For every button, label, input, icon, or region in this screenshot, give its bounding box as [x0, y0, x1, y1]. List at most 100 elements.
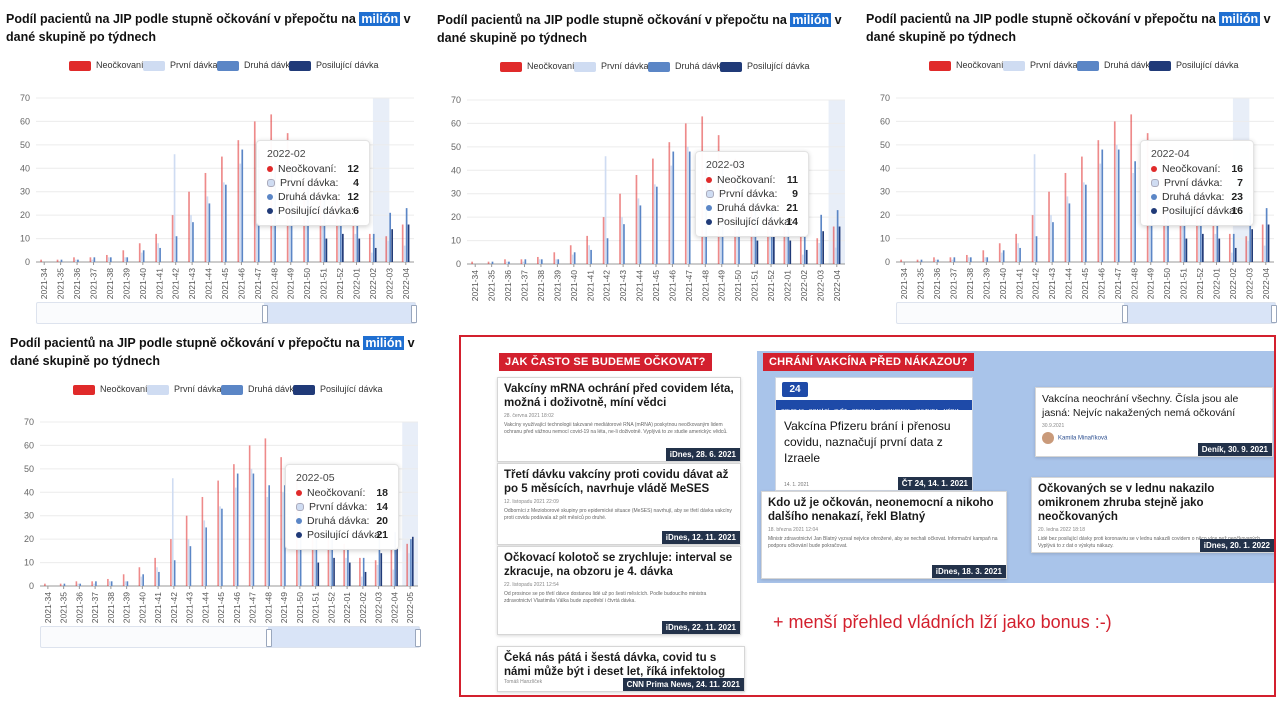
bar-neockovani[interactable] [40, 259, 42, 262]
bar-prvni[interactable] [376, 564, 379, 586]
bar-prvni[interactable] [654, 184, 656, 264]
bar-druha[interactable] [410, 539, 412, 586]
bar-posilujici[interactable] [407, 224, 410, 262]
bar-posilujici[interactable] [333, 557, 335, 586]
bar-neockovani[interactable] [1130, 114, 1133, 263]
article-right-2[interactable]: Kdo už je očkován, neonemocní a nikoho d… [761, 491, 1007, 579]
bar-neockovani[interactable] [668, 142, 671, 264]
bar-posilujici[interactable] [391, 229, 393, 262]
bar-prvni[interactable] [93, 583, 95, 586]
legend-item[interactable]: Druhá dávka [1077, 60, 1155, 71]
bar-druha[interactable] [1265, 208, 1268, 262]
bar-prvni[interactable] [637, 198, 640, 264]
bar-neockovani[interactable] [900, 259, 902, 262]
bar-druha[interactable] [63, 583, 66, 586]
article-left-3[interactable]: Očkovací kolotoč se zrychluje: interval … [497, 546, 741, 635]
bar-prvni[interactable] [522, 261, 525, 264]
bar-prvni[interactable] [1230, 252, 1233, 262]
bar-druha[interactable] [221, 508, 223, 586]
bar-neockovani[interactable] [1212, 219, 1215, 262]
bar-neockovani[interactable] [327, 520, 330, 586]
bar-posilujici[interactable] [773, 235, 775, 264]
bar-neockovani[interactable] [89, 257, 92, 262]
bar-neockovani[interactable] [1031, 215, 1034, 262]
zoom-slider[interactable] [896, 302, 1277, 324]
bar-posilujici[interactable] [342, 233, 344, 262]
bar-prvni[interactable] [1066, 196, 1069, 262]
bar-druha[interactable] [77, 259, 79, 262]
bar-prvni[interactable] [1000, 252, 1003, 262]
bar-prvni[interactable] [1099, 163, 1102, 262]
bar-neockovani[interactable] [359, 557, 361, 586]
bar-prvni[interactable] [282, 492, 284, 586]
bar-neockovani[interactable] [799, 235, 802, 264]
bar-neockovani[interactable] [155, 233, 157, 262]
bar-neockovani[interactable] [1245, 236, 1248, 262]
bar-neockovani[interactable] [553, 252, 556, 264]
bar-druha[interactable] [405, 208, 408, 262]
bar-posilujici[interactable] [838, 226, 841, 264]
bar-posilujici[interactable] [805, 249, 808, 264]
bar-prvni[interactable] [345, 557, 347, 586]
article-left-1[interactable]: Vakcíny mRNA ochrání před covidem léta, … [497, 377, 741, 462]
bar-druha[interactable] [672, 151, 675, 264]
bar-neockovani[interactable] [59, 583, 62, 586]
zoom-selection[interactable] [1123, 303, 1275, 323]
bar-prvni[interactable] [219, 506, 221, 586]
bar-posilujici[interactable] [364, 571, 367, 586]
bar-prvni[interactable] [171, 478, 174, 586]
bar-posilujici[interactable] [1185, 238, 1188, 262]
bar-prvni[interactable] [1083, 182, 1085, 262]
bar-druha[interactable] [142, 574, 144, 586]
bar-prvni[interactable] [785, 235, 788, 264]
bar-prvni[interactable] [75, 259, 77, 262]
bar-druha[interactable] [323, 191, 326, 262]
bar-neockovani[interactable] [635, 174, 638, 264]
bar-druha[interactable] [953, 257, 956, 262]
bar-druha[interactable] [158, 571, 160, 586]
bar-prvni[interactable] [338, 205, 340, 262]
bar-neockovani[interactable] [1064, 172, 1067, 262]
bar-druha[interactable] [508, 261, 510, 264]
bar-druha[interactable] [623, 224, 625, 264]
bar-neockovani[interactable] [998, 243, 1001, 262]
bar-druha[interactable] [1232, 233, 1235, 262]
bar-posilujici[interactable] [1251, 229, 1253, 262]
bar-neockovani[interactable] [122, 574, 125, 586]
bar-prvni[interactable] [967, 257, 970, 262]
bar-neockovani[interactable] [832, 226, 835, 264]
bar-druha[interactable] [639, 205, 642, 264]
zoom-handle-right[interactable] [1271, 305, 1277, 323]
bar-neockovani[interactable] [1196, 196, 1198, 262]
bar-neockovani[interactable] [44, 583, 46, 586]
bar-prvni[interactable] [1033, 154, 1036, 262]
zoom-handle-left[interactable] [265, 629, 272, 647]
bar-druha[interactable] [362, 557, 365, 586]
bar-posilujici[interactable] [822, 231, 824, 264]
bar-neockovani[interactable] [280, 457, 282, 586]
bar-neockovani[interactable] [253, 121, 256, 262]
bar-neockovani[interactable] [122, 250, 125, 262]
zoom-slider[interactable] [40, 626, 421, 648]
bar-neockovani[interactable] [170, 539, 172, 586]
article-left-4[interactable]: Čeká nás pátá i šestá dávka, covid tu s … [497, 646, 745, 692]
bar-druha[interactable] [347, 548, 349, 586]
bar-neockovani[interactable] [264, 438, 267, 586]
legend-item[interactable]: První dávka [574, 61, 649, 72]
bar-druha[interactable] [1117, 149, 1120, 262]
bar-posilujici[interactable] [1218, 238, 1221, 262]
bar-druha[interactable] [920, 259, 923, 262]
bar-neockovani[interactable] [56, 259, 59, 262]
bar-druha[interactable] [159, 247, 161, 262]
bar-neockovani[interactable] [336, 196, 338, 262]
bar-druha[interactable] [573, 252, 576, 264]
legend-item[interactable]: Druhá dávka [221, 384, 299, 395]
bar-posilujici[interactable] [1202, 233, 1204, 262]
bar-druha[interactable] [284, 485, 286, 586]
bar-neockovani[interactable] [537, 256, 539, 264]
bar-neockovani[interactable] [982, 250, 985, 262]
bar-neockovani[interactable] [171, 215, 174, 262]
bar-neockovani[interactable] [1228, 233, 1231, 262]
bar-druha[interactable] [540, 259, 543, 264]
bar-neockovani[interactable] [966, 254, 968, 262]
